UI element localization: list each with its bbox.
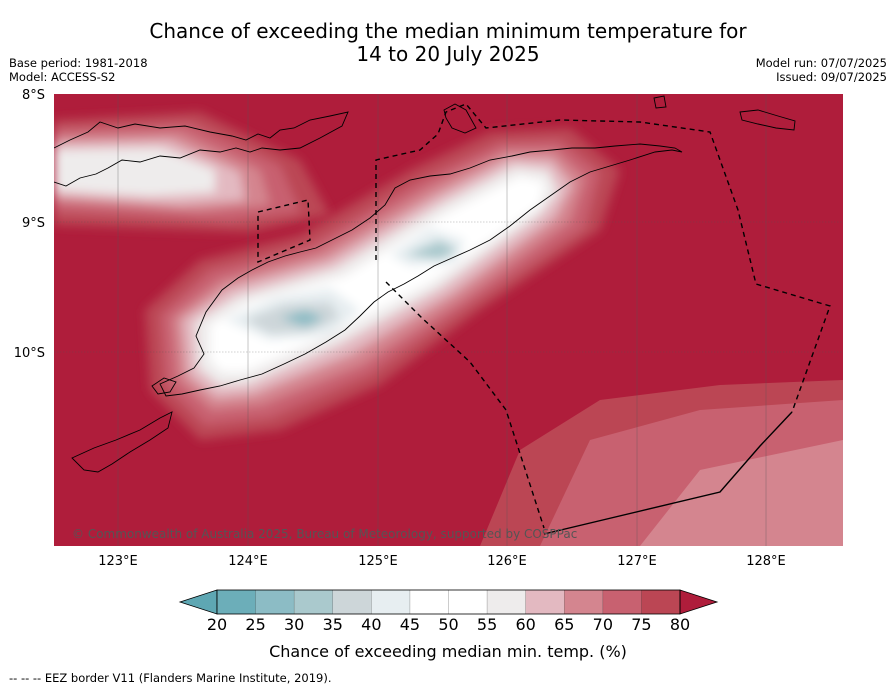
- copyright-text: © Commonwealth of Australia 2025, Bureau…: [72, 527, 577, 541]
- colorbar-tick-label: 65: [554, 615, 574, 634]
- rote-coast: [151, 377, 177, 395]
- colorbar-label: Chance of exceeding median min. temp. (%…: [269, 642, 627, 661]
- lat-label-10s: 10°S: [14, 346, 45, 361]
- lat-label-8s: 8°S: [22, 88, 45, 103]
- colorbar-swatch: [564, 590, 603, 614]
- colorbar-tick-label: 80: [670, 615, 690, 634]
- title-line-2: 14 to 20 July 2025: [356, 42, 540, 66]
- colorbar-swatch: [525, 590, 565, 614]
- colorbar: 20 25 30 35 40 45 50 55 60 65 70 75 80: [178, 589, 719, 634]
- issued-text: Issued: 09/07/2025: [776, 70, 887, 84]
- base-info: Base period: 1981-2018 Model: ACCESS-S2: [9, 56, 148, 84]
- sumba-coast: [71, 411, 173, 473]
- colorbar-tick-label: 50: [438, 615, 458, 634]
- graticule: [54, 94, 843, 546]
- coastlines: [54, 95, 796, 473]
- colorbar-swatch: [294, 590, 333, 614]
- eez-footnote: -- -- -- EEZ border V11 (Flanders Marine…: [9, 671, 332, 685]
- timor-coast: [159, 143, 683, 397]
- chart-title: Chance of exceeding the median minimum t…: [0, 20, 896, 66]
- colorbar-swatch: [448, 590, 488, 614]
- lon-label-127e: 127°E: [617, 554, 657, 569]
- colorbar-swatch: [332, 590, 372, 614]
- flores-coast: [54, 111, 349, 187]
- colorbar-min-arrow: [178, 589, 218, 615]
- lon-label-123e: 123°E: [98, 554, 138, 569]
- lon-label-124e: 124°E: [228, 554, 268, 569]
- run-info: Model run: 07/07/2025 Issued: 09/07/2025: [756, 56, 887, 84]
- colorbar-tick-label: 25: [245, 615, 265, 634]
- colorbar-tick-label: 70: [593, 615, 613, 634]
- colorbar-tick-label: 60: [515, 615, 535, 634]
- contour-band-65-south: [640, 440, 843, 546]
- colorbar-swatch: [602, 590, 642, 614]
- colorbar-swatch: [371, 590, 410, 614]
- timor-anomaly: [145, 128, 620, 440]
- colorbar-tick-label: 45: [400, 615, 420, 634]
- colorbar-swatch: [409, 590, 449, 614]
- colorbar-tick-label: 35: [323, 615, 343, 634]
- colorbar-tick-label: 55: [477, 615, 497, 634]
- lon-label-125e: 125°E: [358, 554, 398, 569]
- eez-borders: [257, 103, 831, 529]
- colorbar-tick-label: 40: [361, 615, 381, 634]
- map-area: © Commonwealth of Australia 2025, Bureau…: [54, 94, 843, 546]
- title-line-1: Chance of exceeding the median minimum t…: [149, 19, 747, 43]
- lon-label-126e: 126°E: [487, 554, 527, 569]
- wetar-coast: [653, 95, 667, 109]
- lat-label-9s: 9°S: [22, 216, 45, 231]
- colorbar-swatch: [487, 590, 526, 614]
- wetar-coast-2: [739, 109, 796, 131]
- lon-label-128e: 128°E: [746, 554, 786, 569]
- colorbar-tick-label: 20: [207, 615, 227, 634]
- alor-coast: [443, 103, 477, 134]
- eez-border-solid: [543, 411, 793, 535]
- model-run-text: Model run: 07/07/2025: [755, 56, 887, 70]
- colorbar-tick-label: 30: [284, 615, 304, 634]
- model-text: Model: ACCESS-S2: [9, 70, 116, 84]
- colorbar-max-arrow: [679, 589, 719, 615]
- base-period-text: Base period: 1981-2018: [9, 56, 148, 70]
- colorbar-swatch: [641, 590, 680, 614]
- colorbar-swatch: [255, 590, 295, 614]
- colorbar-swatch: [217, 590, 256, 614]
- colorbar-tick-label: 75: [631, 615, 651, 634]
